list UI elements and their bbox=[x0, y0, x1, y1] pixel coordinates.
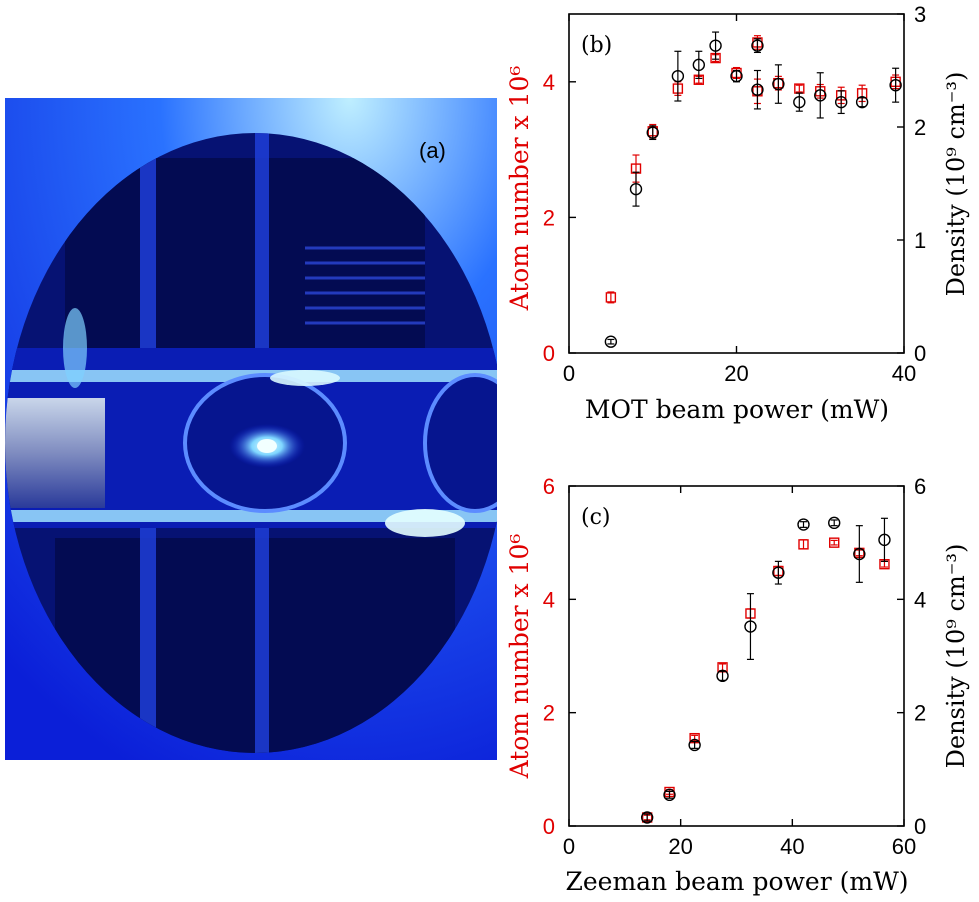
data-point-circle bbox=[855, 95, 869, 109]
data-point-square bbox=[605, 292, 617, 303]
chart-c-ylabel-right: Density (10⁹ cm⁻³) bbox=[942, 544, 970, 769]
y-right-tick-label: 3 bbox=[914, 2, 926, 27]
data-point-circle bbox=[646, 126, 659, 139]
data-point-circle bbox=[716, 669, 729, 683]
data-point-circle bbox=[772, 566, 785, 579]
data-point-circle bbox=[772, 77, 785, 91]
data-point-circle bbox=[834, 95, 848, 109]
data-point-circle bbox=[709, 39, 722, 52]
x-tick-label: 0 bbox=[563, 834, 575, 859]
chart-b-frame bbox=[568, 13, 905, 354]
data-point-circle bbox=[793, 95, 806, 109]
data-point-circle bbox=[797, 518, 810, 531]
photo-panel: (a) bbox=[5, 98, 505, 760]
y-right-tick-label: 0 bbox=[914, 814, 926, 839]
chart-c-xlabel: Zeeman beam power (mW) bbox=[565, 867, 908, 896]
data-point-square bbox=[829, 537, 840, 548]
y-left-tick-label: 2 bbox=[543, 701, 555, 726]
chart-c-marks bbox=[640, 516, 891, 824]
data-point-circle bbox=[878, 533, 891, 547]
photo-panel-label: (a) bbox=[419, 138, 446, 163]
data-point-circle bbox=[640, 811, 654, 824]
data-point-circle bbox=[730, 69, 743, 83]
chart-b-marks bbox=[604, 31, 902, 348]
x-tick-label: 40 bbox=[892, 361, 916, 386]
y-left-tick-label: 4 bbox=[543, 587, 555, 612]
y-left-tick-label: 2 bbox=[543, 205, 555, 230]
data-point-circle bbox=[629, 182, 643, 196]
y-right-tick-label: 6 bbox=[914, 474, 926, 499]
chart-c-ylabel-left: Atom number x 10⁶ bbox=[505, 534, 534, 780]
data-point-circle bbox=[692, 58, 706, 72]
x-tick-label: 40 bbox=[780, 834, 804, 859]
chart-b-ylabel-right: Density (10⁹ cm⁻³) bbox=[942, 72, 970, 297]
x-tick-label: 20 bbox=[724, 361, 748, 386]
data-point-circle bbox=[814, 89, 827, 102]
chart-c-frame bbox=[568, 485, 905, 827]
x-tick-label: 0 bbox=[563, 361, 575, 386]
chart-b-ylabel-left: Atom number x 10⁶ bbox=[505, 66, 534, 312]
chamber-photo bbox=[5, 98, 505, 760]
y-right-tick-label: 0 bbox=[914, 341, 926, 366]
data-point-circle bbox=[889, 78, 902, 92]
data-point-circle bbox=[744, 620, 757, 633]
data-point-square bbox=[641, 812, 653, 823]
data-point-circle bbox=[604, 335, 618, 348]
data-point-circle bbox=[751, 39, 764, 52]
y-left-tick-label: 6 bbox=[543, 474, 555, 499]
chart-b-xlabel: MOT beam power (mW) bbox=[585, 395, 889, 424]
x-tick-label: 20 bbox=[668, 834, 692, 859]
data-point-circle bbox=[751, 83, 764, 96]
data-point-circle bbox=[853, 547, 866, 561]
data-point-circle bbox=[828, 516, 841, 530]
y-right-tick-label: 4 bbox=[914, 587, 926, 612]
y-right-tick-label: 1 bbox=[914, 228, 926, 253]
y-left-tick-label: 4 bbox=[543, 70, 555, 95]
chart-c-panel-label: (c) bbox=[581, 505, 611, 530]
data-point-circle bbox=[688, 738, 701, 752]
chart-b-panel-label: (b) bbox=[581, 33, 612, 58]
data-point-circle bbox=[671, 69, 685, 83]
data-point-square bbox=[798, 539, 809, 550]
data-point-circle bbox=[663, 788, 676, 802]
y-right-tick-label: 2 bbox=[914, 115, 926, 140]
x-tick-label: 60 bbox=[892, 834, 916, 859]
y-left-tick-label: 0 bbox=[543, 341, 555, 366]
y-left-tick-label: 0 bbox=[543, 814, 555, 839]
y-right-tick-label: 2 bbox=[914, 701, 926, 726]
